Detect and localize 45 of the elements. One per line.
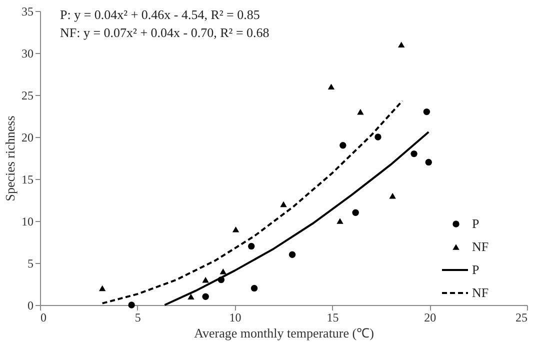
legend-label: NF	[472, 285, 489, 300]
y-tick-label: 35	[22, 4, 34, 18]
x-tick-label: 5	[134, 310, 141, 324]
point	[220, 268, 226, 274]
point	[248, 242, 255, 250]
x-tick-label: 25	[516, 310, 528, 324]
legend-label: P	[472, 262, 480, 277]
annotation: P: y = 0.04x² + 0.46x - 4.54, R² = 0.85	[60, 7, 260, 22]
point	[340, 142, 346, 149]
y-tick-label: 25	[22, 88, 34, 102]
y-tick-label: 0	[28, 298, 34, 312]
point	[352, 209, 359, 216]
annotation: NF: y = 0.07x² + 0.04x - 0.70, R² = 0.68	[60, 25, 270, 40]
legend-label: NF	[472, 239, 489, 254]
point	[288, 251, 296, 258]
x-tick-label: 0	[40, 310, 46, 324]
y-tick-label: 10	[22, 214, 34, 228]
y-tick-label: 20	[22, 130, 34, 144]
line-series	[164, 130, 430, 306]
point	[398, 42, 405, 48]
legend-label: P	[472, 216, 480, 231]
y-tick-label: 30	[22, 46, 34, 60]
y-tick-label: 15	[22, 172, 34, 186]
point	[232, 226, 240, 232]
x-tick-label: 20	[424, 310, 436, 324]
y-tick-label: 5	[28, 256, 34, 270]
y-axis-title: Species richness	[2, 116, 18, 202]
point	[357, 108, 364, 115]
point	[425, 158, 432, 166]
point	[389, 192, 396, 199]
point	[410, 150, 418, 158]
point	[202, 293, 209, 300]
point	[280, 201, 287, 208]
point	[98, 285, 106, 292]
x-axis-title: Average monthly temperature (℃)	[194, 326, 374, 340]
point	[336, 218, 344, 224]
x-tick-label: 10	[229, 310, 242, 324]
x-tick-label: 15	[326, 310, 339, 324]
point	[202, 276, 209, 283]
point	[328, 84, 335, 90]
point	[128, 302, 135, 308]
point	[374, 134, 382, 140]
point	[423, 108, 430, 116]
point	[250, 284, 258, 292]
point	[188, 294, 194, 300]
